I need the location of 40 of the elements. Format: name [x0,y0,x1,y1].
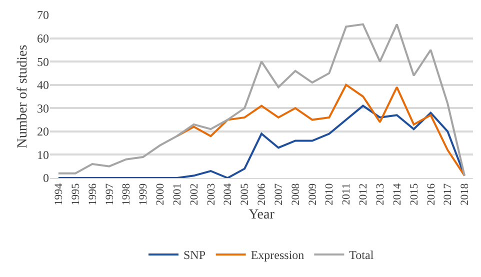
y-tick-label: 20 [37,124,49,139]
x-tick-label: 1994 [53,182,66,206]
x-tick-label: 2017 [442,182,454,206]
x-tick-label: 2002 [188,183,200,206]
x-tick-label: 1997 [104,182,116,206]
legend-label: SNP [184,248,206,262]
x-tick-label: 2016 [425,182,438,206]
y-tick-label: 30 [37,101,49,116]
x-tick-label: 2007 [272,182,285,206]
line-series [176,84,466,177]
y-tick-label: 40 [37,78,49,92]
x-tick-label: 2006 [256,182,268,206]
y-tick-label: 0 [43,171,49,186]
x-tick-label: 2000 [154,182,167,206]
x-tick-label: 1995 [70,182,82,206]
x-tick-label: 1999 [138,182,150,206]
x-tick-label: 2015 [408,182,420,206]
y-axis-title: Number of studies [16,44,31,148]
y-tick-label: 10 [37,148,49,162]
x-tick-label: 2009 [306,182,319,206]
y-tick-label: 50 [37,54,49,69]
y-tick-label: 70 [37,8,49,22]
x-tick-label: 2001 [171,183,184,206]
x-tick-label: 2012 [358,183,370,206]
x-tick-label: 1998 [120,182,133,206]
x-tick-label: 2011 [340,183,353,205]
legend-label: Total [349,248,374,262]
x-tick-label: 2005 [239,182,252,206]
x-tick-label: 2014 [391,182,404,206]
legend-label: Expression [250,248,304,262]
x-tick-label: 2004 [222,182,234,206]
x-tick-label: 2003 [205,182,218,206]
x-tick-label: 2008 [290,182,302,206]
x-tick-label: 2018 [459,182,472,206]
x-tick-label: 2013 [374,182,387,206]
x-axis-title: Year [248,208,275,223]
x-tick-label: 2010 [324,182,336,206]
y-tick-label: 60 [37,31,49,46]
line-series [57,23,466,177]
x-tick-label: 1996 [86,182,99,206]
